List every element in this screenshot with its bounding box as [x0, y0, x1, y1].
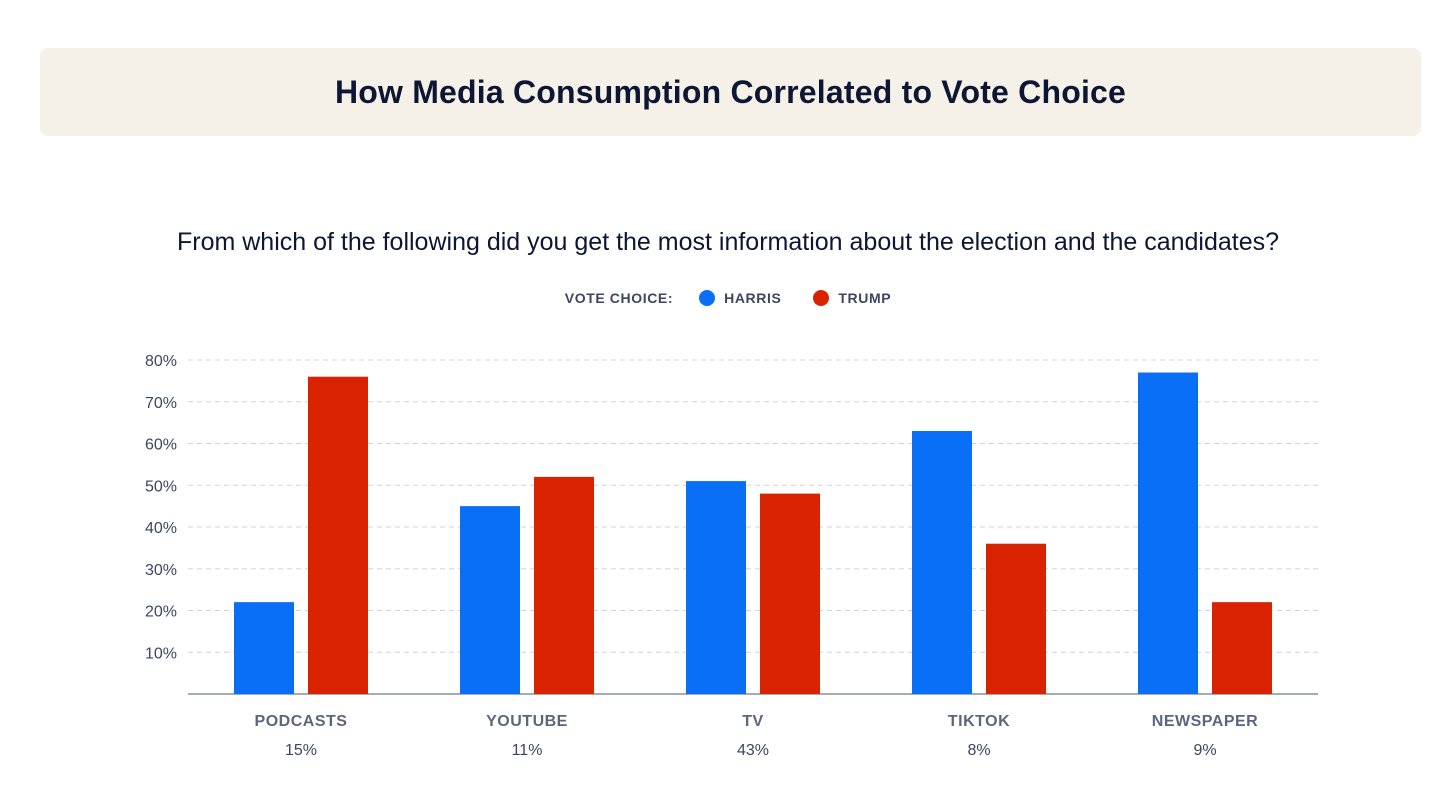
bar-harris-podcasts [234, 602, 294, 694]
category-label: TV [742, 713, 763, 730]
bar-trump-podcasts [308, 376, 368, 694]
chart-title: How Media Consumption Correlated to Vote… [334, 73, 1127, 110]
y-tick-label: 50% [145, 478, 177, 495]
y-tick-label: 70% [145, 395, 177, 412]
y-tick-label: 30% [145, 562, 177, 579]
y-tick-label: 60% [145, 437, 177, 454]
harris-dot-icon [699, 290, 716, 306]
y-tick-label: 10% [145, 645, 177, 662]
category-share-label: 43% [737, 742, 769, 759]
y-tick-label: 40% [145, 520, 177, 537]
category-share-label: 9% [1193, 742, 1216, 759]
y-tick-label: 80% [145, 353, 177, 370]
legend-item-harris: HARRIS [699, 290, 781, 306]
legend-trump-label: TRUMP [838, 290, 892, 306]
title-banner: How Media Consumption Correlated to Vote… [40, 48, 1421, 136]
bar-harris-tv [686, 481, 746, 694]
legend-harris-label: HARRIS [724, 290, 782, 306]
category-label: PODCASTS [255, 713, 348, 730]
bar-harris-newspaper [1138, 372, 1198, 694]
bar-trump-tiktok [986, 543, 1046, 694]
legend-label: VOTE CHOICE: [564, 290, 674, 306]
bar-harris-youtube [460, 506, 520, 694]
bar-trump-tv [760, 493, 820, 694]
category-label: NEWSPAPER [1152, 713, 1258, 730]
trump-dot-icon [813, 290, 830, 306]
bar-harris-tiktok [912, 430, 972, 694]
category-share-label: 15% [285, 742, 317, 759]
category-share-label: 11% [512, 742, 543, 759]
bar-trump-youtube [534, 476, 594, 694]
category-share-label: 8% [967, 742, 990, 759]
chart-subtitle: From which of the following did you get … [176, 228, 1280, 256]
y-tick-label: 20% [145, 604, 177, 621]
legend-item-trump: TRUMP [813, 290, 891, 306]
category-label: TIKTOK [948, 713, 1010, 730]
legend: VOTE CHOICE: HARRIS TRUMP [0, 290, 1456, 306]
bar-trump-newspaper [1212, 602, 1272, 694]
category-label: YOUTUBE [486, 713, 568, 730]
